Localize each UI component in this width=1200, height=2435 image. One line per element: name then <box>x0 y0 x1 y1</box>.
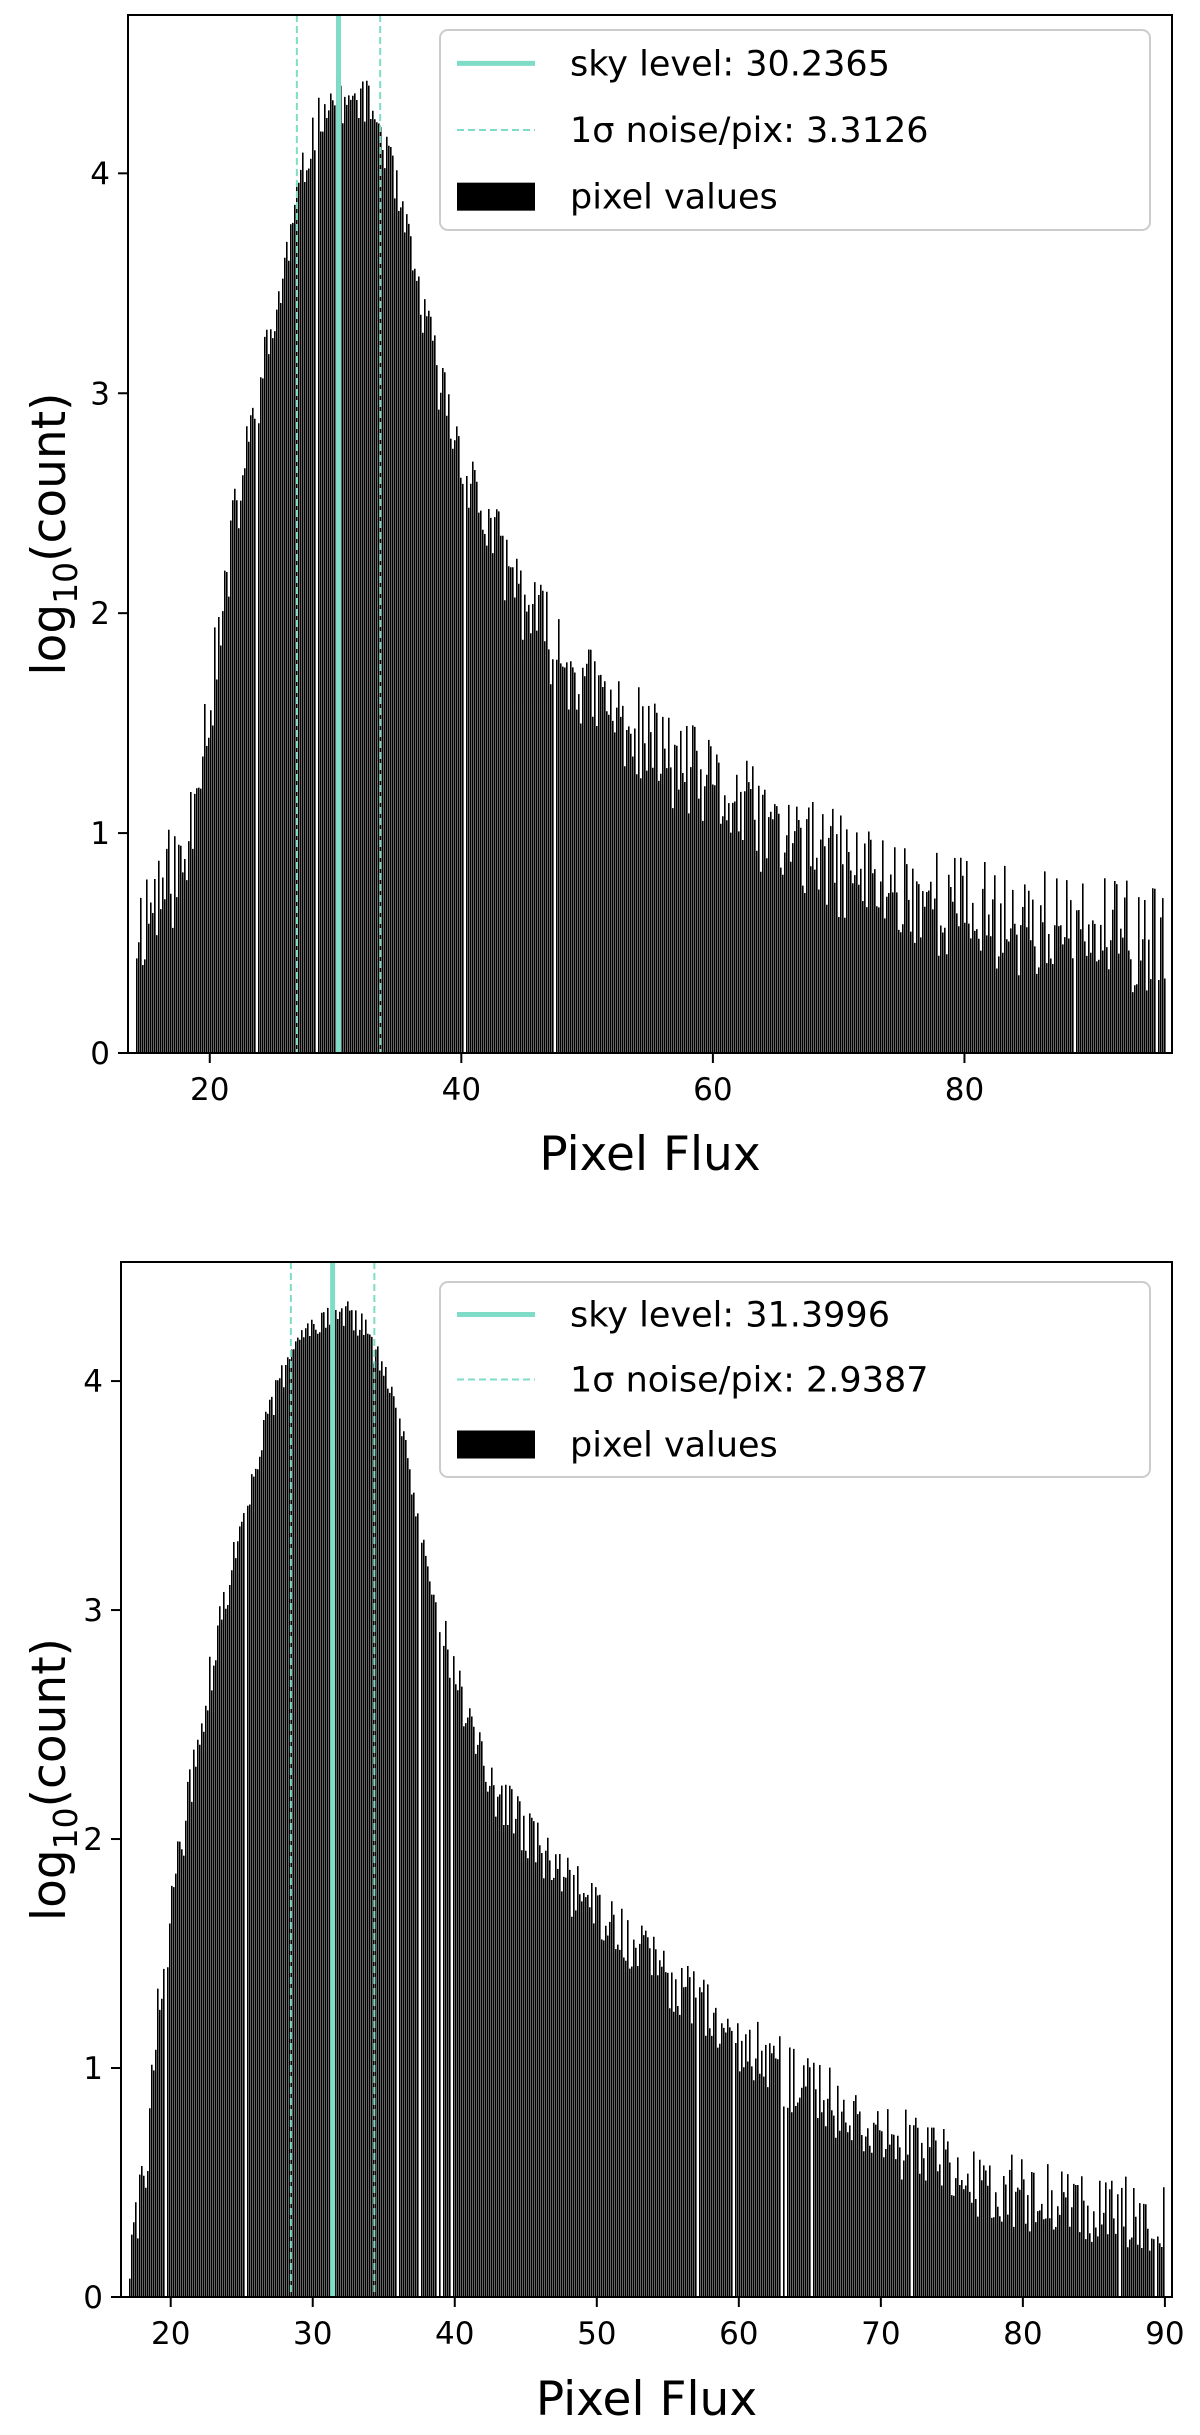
x-tick-label: 20 <box>151 2316 190 2352</box>
y-tick-label: 2 <box>83 1822 103 1858</box>
x-tick-label: 60 <box>719 2316 758 2352</box>
plot-frame <box>120 1261 1173 2298</box>
y-tick-label: 4 <box>83 1364 103 1400</box>
top-histogram-panel: 20 40 60 80 0 1 2 3 4 Pixel Flux log10(count) sky l… <box>22 14 1173 1182</box>
bottom-histogram-panel: 20 30 40 50 60 70 80 90 0 1 2 3 4 Pixel Flux log10(cou… <box>22 1261 1185 2427</box>
y-axis-label-tail: (count) <box>22 393 77 562</box>
legend-label: sky level: 30.2365 <box>570 44 890 84</box>
histogram-bars <box>136 75 1166 1054</box>
legend-key-pixel-values <box>457 1430 535 1459</box>
y-tick-label: 0 <box>83 2280 103 2316</box>
y-axis-label: log10(count) <box>22 393 85 676</box>
y-tick-label: 1 <box>83 2051 103 2087</box>
legend-label: 1σ noise/pix: 2.9387 <box>570 1361 929 1401</box>
y-tick-label: 3 <box>83 1593 103 1629</box>
legend: sky level: 31.3996 1σ noise/pix: 2.9387 pi… <box>439 1281 1151 1478</box>
legend: sky level: 30.2365 1σ noise/pix: 3.3126 pi… <box>439 29 1151 231</box>
legend-key-pixel-values <box>457 182 535 211</box>
y-tick-label: 1 <box>90 816 110 852</box>
y-axis-label-main: log <box>22 604 77 676</box>
y-tick-label: 4 <box>90 156 110 192</box>
legend-label: 1σ noise/pix: 3.3126 <box>570 111 929 151</box>
y-tick-label: 3 <box>90 376 110 412</box>
x-tick-label: 70 <box>861 2316 900 2352</box>
y-axis-label-main: log <box>22 1849 77 1921</box>
x-axis-label: Pixel Flux <box>539 1127 760 1182</box>
x-tick-label: 30 <box>293 2316 332 2352</box>
y-axis-label-subscript: 10 <box>46 1807 85 1849</box>
x-tick-label: 40 <box>442 1072 481 1108</box>
legend-box <box>439 29 1151 231</box>
x-tick-label: 60 <box>693 1072 732 1108</box>
y-tick-label: 0 <box>90 1036 110 1072</box>
y-tick-label: 2 <box>90 596 110 632</box>
x-tick-label: 80 <box>1003 2316 1042 2352</box>
legend-label: pixel values <box>570 1426 778 1466</box>
x-axis-label: Pixel Flux <box>536 2372 757 2427</box>
legend-box <box>439 1281 1151 1478</box>
y-axis-label: log10(count) <box>22 1638 85 1921</box>
y-axis-label-subscript: 10 <box>46 562 85 604</box>
x-tick-label: 20 <box>190 1072 229 1108</box>
x-tick-label: 80 <box>945 1072 984 1108</box>
x-tick-label: 90 <box>1145 2316 1184 2352</box>
legend-label: sky level: 31.3996 <box>570 1296 890 1336</box>
legend-label: pixel values <box>570 178 778 218</box>
y-axis-label-tail: (count) <box>22 1638 77 1807</box>
x-tick-label: 40 <box>435 2316 474 2352</box>
x-tick-label: 50 <box>577 2316 616 2352</box>
plot-frame <box>127 14 1173 1054</box>
histogram-bars <box>129 1298 1165 2297</box>
